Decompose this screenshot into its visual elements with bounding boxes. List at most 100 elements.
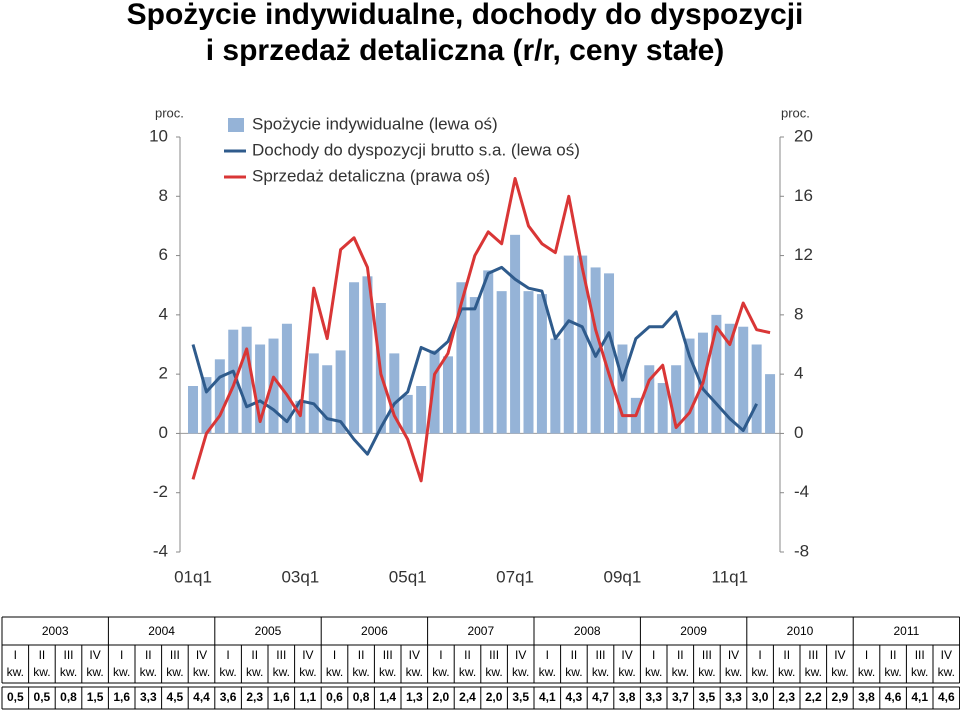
quarter-unit: kw. bbox=[672, 665, 689, 679]
table-value: 1,1 bbox=[300, 690, 317, 704]
bar bbox=[604, 273, 615, 434]
quarter-unit: kw. bbox=[60, 665, 77, 679]
y-tick-label: 0 bbox=[159, 423, 168, 442]
bar bbox=[711, 314, 722, 434]
line bbox=[191, 177, 771, 483]
quarter-unit: kw. bbox=[406, 665, 423, 679]
bar bbox=[483, 270, 494, 434]
bar bbox=[563, 255, 574, 434]
quarter-unit: kw. bbox=[432, 665, 449, 679]
table-value: 4,5 bbox=[167, 690, 184, 704]
quarter-label: III bbox=[702, 648, 712, 662]
bar bbox=[496, 291, 507, 434]
quarter-label: IV bbox=[89, 648, 100, 662]
table-value: 0,5 bbox=[34, 690, 51, 704]
quarter-unit: kw. bbox=[379, 665, 396, 679]
legend-label: Dochody do dyspozycji brutto s.a. (lewa … bbox=[252, 140, 580, 159]
bar bbox=[671, 365, 682, 434]
y2-tick-label: -4 bbox=[794, 482, 809, 501]
bar bbox=[362, 276, 373, 434]
bar bbox=[442, 356, 453, 434]
table-value: 3,8 bbox=[858, 690, 875, 704]
quarter-unit: kw. bbox=[831, 665, 848, 679]
line bbox=[191, 265, 758, 456]
bar bbox=[228, 329, 239, 434]
quarter-unit: kw. bbox=[698, 665, 715, 679]
x-tick-label: 07q1 bbox=[496, 567, 534, 586]
table-value: 4,6 bbox=[938, 690, 955, 704]
table-value: 0,5 bbox=[7, 690, 24, 704]
quarter-unit: kw. bbox=[751, 665, 768, 679]
quarter-unit: kw. bbox=[7, 665, 24, 679]
quarter-label: II bbox=[677, 648, 684, 662]
quarter-label: II bbox=[464, 648, 471, 662]
quarter-label: IV bbox=[834, 648, 845, 662]
y2-tick-label: 8 bbox=[794, 304, 803, 323]
title-line: Spożycie indywidualne, dochody do dyspoz… bbox=[127, 0, 804, 31]
year-label: 2004 bbox=[148, 624, 175, 638]
quarter-label: I bbox=[865, 648, 868, 662]
quarter-label: I bbox=[758, 648, 761, 662]
y2-tick-label: 0 bbox=[794, 423, 803, 442]
bar bbox=[644, 365, 655, 434]
bar bbox=[536, 294, 547, 434]
bar bbox=[241, 326, 252, 434]
table-value: 4,1 bbox=[539, 690, 556, 704]
quarter-label: II bbox=[571, 648, 578, 662]
y2-tick-label: 20 bbox=[794, 126, 813, 145]
quarter-unit: kw. bbox=[565, 665, 582, 679]
y-axis-label: proc. bbox=[155, 105, 184, 120]
quarter-label: IV bbox=[515, 648, 526, 662]
bar bbox=[510, 234, 521, 434]
table-value: 4,6 bbox=[885, 690, 902, 704]
quarter-label: II bbox=[145, 648, 152, 662]
table-value: 3,0 bbox=[752, 690, 769, 704]
quarter-unit: kw. bbox=[911, 665, 928, 679]
quarter-unit: kw. bbox=[459, 665, 476, 679]
quarter-label: III bbox=[808, 648, 818, 662]
quarter-label: III bbox=[63, 648, 73, 662]
y-tick-label: 8 bbox=[159, 186, 168, 205]
table-value: 4,7 bbox=[592, 690, 609, 704]
table-value: 1,4 bbox=[379, 690, 396, 704]
x-tick-label: 11q1 bbox=[712, 567, 749, 586]
quarter-unit: kw. bbox=[219, 665, 236, 679]
year-label: 2006 bbox=[361, 624, 388, 638]
legend-label: Spożycie indywidualne (lewa oś) bbox=[252, 114, 498, 133]
table-value: 2,9 bbox=[832, 690, 849, 704]
bar bbox=[724, 323, 735, 434]
table-value: 3,3 bbox=[140, 690, 157, 704]
quarter-label: IV bbox=[941, 648, 952, 662]
quarter-unit: kw. bbox=[618, 665, 635, 679]
bar bbox=[765, 374, 776, 434]
x-tick-label: 05q1 bbox=[389, 567, 427, 586]
year-label: 2011 bbox=[893, 624, 919, 638]
x-tick-label: 09q1 bbox=[604, 567, 642, 586]
x-tick-label: 01q1 bbox=[174, 567, 212, 586]
bar bbox=[456, 282, 467, 434]
quarter-unit: kw. bbox=[166, 665, 183, 679]
quarter-label: I bbox=[226, 648, 229, 662]
quarter-label: IV bbox=[621, 648, 632, 662]
table-value: 3,5 bbox=[512, 690, 529, 704]
quarter-label: II bbox=[890, 648, 897, 662]
year-label: 2009 bbox=[680, 624, 707, 638]
quarter-unit: kw. bbox=[326, 665, 343, 679]
quarter-label: IV bbox=[409, 648, 420, 662]
bar bbox=[523, 291, 534, 434]
bar bbox=[255, 344, 266, 434]
table-value: 3,8 bbox=[619, 690, 636, 704]
quarter-unit: kw. bbox=[193, 665, 210, 679]
table-value: 3,6 bbox=[220, 690, 237, 704]
quarter-unit: kw. bbox=[539, 665, 556, 679]
bar bbox=[577, 255, 588, 434]
table-value: 2,3 bbox=[778, 690, 795, 704]
quarter-unit: kw. bbox=[858, 665, 875, 679]
bar bbox=[188, 386, 198, 434]
quarter-unit: kw. bbox=[938, 665, 955, 679]
table-value: 4,4 bbox=[193, 690, 210, 704]
quarter-label: I bbox=[439, 648, 442, 662]
y2-axis-label: proc. bbox=[781, 105, 810, 120]
quarter-unit: kw. bbox=[140, 665, 157, 679]
y-tick-label: -2 bbox=[153, 482, 168, 501]
